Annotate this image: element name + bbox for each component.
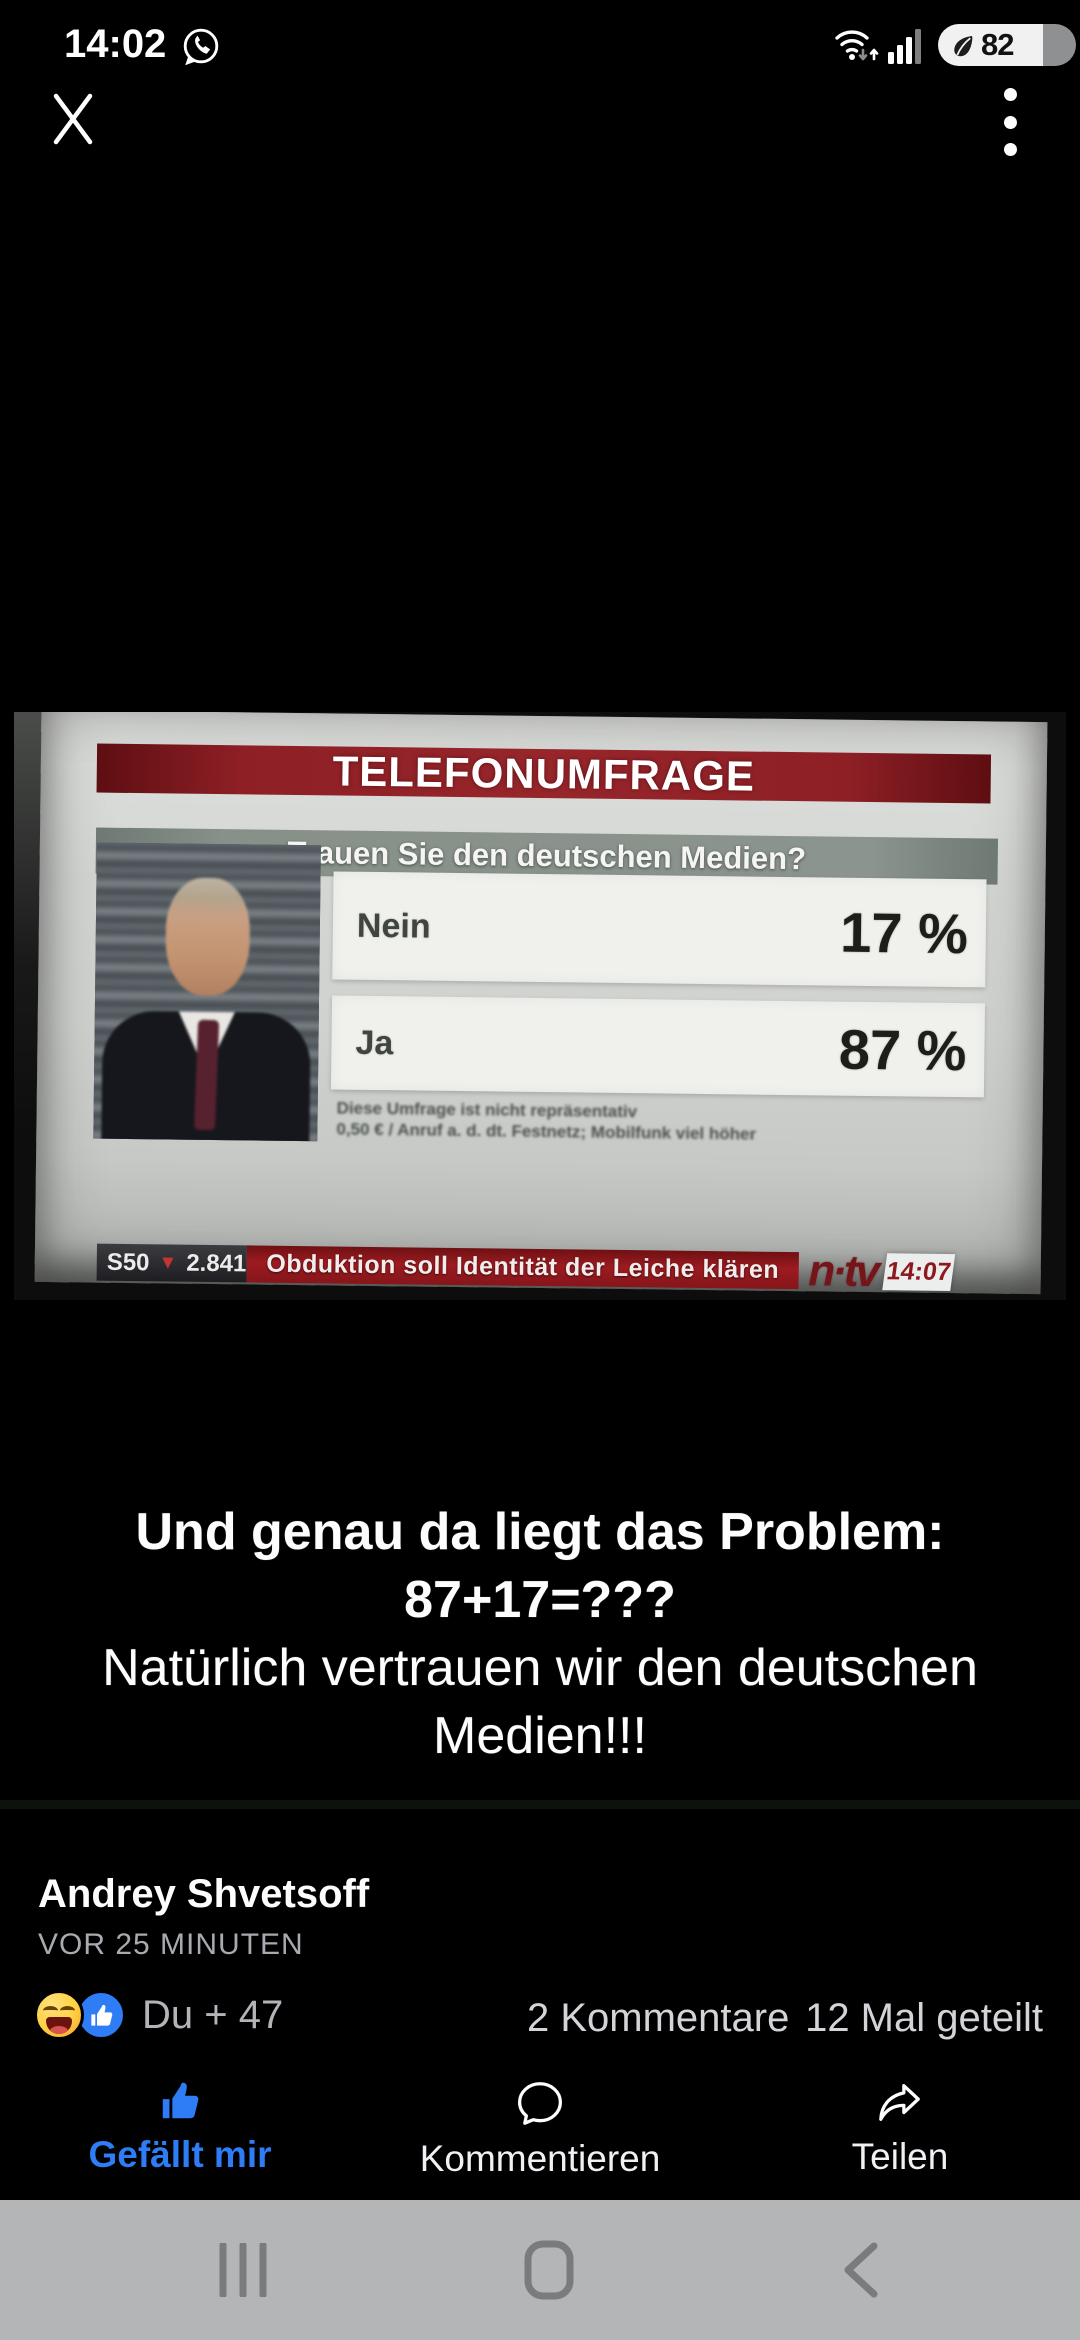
home-icon <box>524 2240 574 2300</box>
like-reaction-icon <box>76 1990 126 2040</box>
poll-disclaimer: Diese Umfrage ist nicht repräsentativ 0,… <box>336 1098 757 1144</box>
comment-bubble-icon <box>517 2082 563 2125</box>
haha-reaction-icon <box>34 1990 84 2040</box>
post-timestamp: VOR 25 MINUTEN <box>38 1928 304 1961</box>
whatsapp-notification-icon <box>178 24 224 75</box>
power-saving-leaf-icon <box>954 35 973 56</box>
signal-strength-icon <box>888 26 928 71</box>
post-action-bar: Gefällt mir Kommentieren Teilen <box>0 2070 1080 2182</box>
battery-percent: 82 <box>981 27 1014 62</box>
thumbs-up-icon <box>162 2082 199 2119</box>
back-button[interactable] <box>780 2200 940 2340</box>
comments-count[interactable]: 2 Kommentare <box>527 1996 790 2040</box>
poll-row-ja: Ja 87 % <box>330 995 986 1098</box>
like-button[interactable]: Gefällt mir <box>0 2070 360 2182</box>
meme-image-bottom-edge <box>0 1800 1080 1809</box>
post-author[interactable]: Andrey Shvetsoff <box>38 1872 370 1916</box>
anchor-head <box>165 877 251 997</box>
status-time: 14:02 <box>64 22 167 66</box>
caption-line: Natürlich vertrauen wir den deutschen <box>102 1639 978 1697</box>
down-triangle-icon: ▼ <box>158 1251 178 1274</box>
close-icon <box>53 93 93 144</box>
caption-line: Und genau da liegt das Problem: <box>135 1503 945 1561</box>
ticker-clock: 14:07 <box>882 1253 956 1292</box>
caption-line: 87+17=??? <box>404 1571 676 1629</box>
tv-screen: TELEFONUMFRAGE Trauen Sie den deutschen … <box>34 712 1048 1296</box>
reactions-summary[interactable]: Du + 47 <box>34 1988 283 2042</box>
like-button-label: Gefällt mir <box>88 2134 272 2175</box>
share-button[interactable]: Teilen <box>720 2070 1080 2182</box>
comment-button[interactable]: Kommentieren <box>360 2070 720 2182</box>
recents-button[interactable] <box>163 2200 323 2340</box>
android-nav-bar <box>0 2200 1080 2340</box>
news-anchor-photo <box>93 842 321 1142</box>
news-ticker: S50 ▼ 2.841 Obduktion soll Identität der… <box>96 1243 956 1296</box>
caption-line: Medien!!! <box>433 1707 647 1765</box>
stock-index-value: 2.841 <box>186 1249 247 1277</box>
shares-count[interactable]: 12 Mal geteilt <box>805 1996 1043 2040</box>
poll-option-label: Ja <box>355 1023 394 1062</box>
wifi-icon <box>834 24 882 73</box>
ticker-headline: Obduktion soll Identität der Leiche klär… <box>246 1245 799 1290</box>
share-arrow-icon <box>879 2084 920 2121</box>
meme-image[interactable]: TELEFONUMFRAGE Trauen Sie den deutschen … <box>14 712 1066 1300</box>
poll-row-nein: Nein 17 % <box>332 871 987 988</box>
comment-button-label: Kommentieren <box>419 2138 661 2179</box>
poll-option-value: 87 % <box>838 1017 967 1082</box>
stock-index-box: S50 ▼ 2.841 <box>96 1243 248 1283</box>
battery-indicator: 82 <box>938 24 1076 66</box>
anchor-tie <box>193 1019 220 1131</box>
more-options-button[interactable] <box>988 82 1032 162</box>
tv-banner-title: TELEFONUMFRAGE <box>96 743 992 804</box>
kebab-dot <box>1003 115 1017 129</box>
back-chevron-icon <box>844 2242 878 2298</box>
reactions-count: Du + 47 <box>142 1992 284 2037</box>
poll-option-label: Nein <box>356 906 431 946</box>
close-button[interactable] <box>38 86 106 154</box>
kebab-dot <box>1003 88 1017 101</box>
stock-index-label: S50 <box>106 1248 150 1276</box>
meme-caption: Und genau da liegt das Problem: 87+17=??… <box>0 1498 1080 1770</box>
share-button-label: Teilen <box>851 2136 949 2177</box>
recents-icon <box>219 2243 267 2297</box>
home-button[interactable] <box>469 2200 629 2340</box>
poll-option-value: 17 % <box>839 900 969 965</box>
ntv-logo: n·tv <box>808 1245 878 1296</box>
kebab-dot <box>1003 143 1017 156</box>
